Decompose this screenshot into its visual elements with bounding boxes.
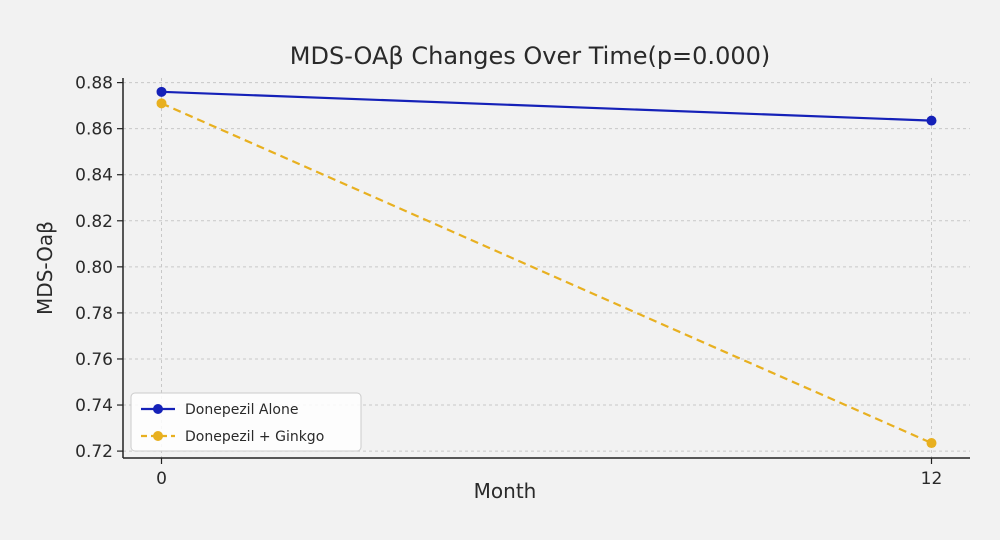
series-line-0 — [161, 90, 932, 122]
chart-title: MDS-OAβ Changes Over Time(p=0.000) — [290, 42, 770, 70]
y-tick-label: 0.78 — [75, 304, 113, 324]
x-tick-label: 12 — [921, 469, 943, 489]
y-tick-label: 0.80 — [75, 258, 113, 278]
data-point — [156, 98, 167, 109]
data-point — [156, 86, 167, 97]
y-tick-label: 0.86 — [75, 120, 113, 140]
y-tick-label: 0.84 — [75, 166, 113, 186]
legend-marker-1 — [153, 431, 163, 441]
y-tick-label: 0.82 — [75, 212, 113, 232]
y-tick-label: 0.88 — [75, 74, 113, 94]
legend-box — [130, 392, 362, 452]
y-axis-label: MDS-Oaβ — [33, 221, 57, 315]
series-line-1 — [161, 102, 932, 445]
y-tick-label: 0.72 — [75, 442, 113, 462]
legend-label-0: Donepezil Alone — [185, 402, 298, 418]
series — [156, 86, 937, 449]
x-tick-label: 0 — [156, 469, 167, 489]
x-axis-label: Month — [474, 479, 537, 503]
legend-marker-0 — [153, 404, 163, 414]
y-tick-label: 0.74 — [75, 396, 113, 416]
data-point — [926, 438, 937, 449]
y-tick-label: 0.76 — [75, 350, 113, 370]
data-point — [926, 115, 937, 126]
legend-label-1: Donepezil + Ginkgo — [185, 429, 324, 445]
axes — [117, 78, 970, 464]
legend: Donepezil Alone Donepezil + Ginkgo — [130, 392, 362, 452]
tick-labels: 0.72 0.74 0.76 0.78 0.80 0.82 0.84 0.86 0.88 0 12 — [75, 74, 942, 489]
